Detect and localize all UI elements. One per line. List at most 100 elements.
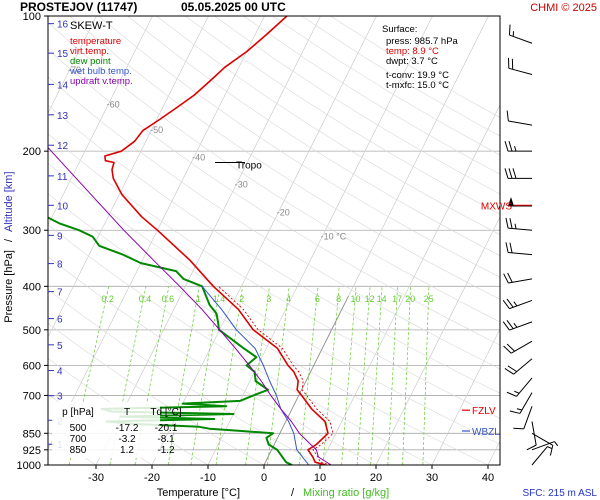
- mixing-ratio-line: [422, 286, 430, 465]
- dry-adiabat-line: [48, 104, 500, 394]
- isotherm-line: [544, 16, 600, 465]
- altitude-tick-label: 10: [57, 201, 69, 212]
- wind-barb: [503, 340, 533, 354]
- wind-barb-flag: [506, 343, 516, 352]
- pressure-tick-label: 200: [23, 146, 41, 158]
- altitude-tick-label: 9: [57, 231, 63, 242]
- mixing-ratio-label: 2: [239, 294, 244, 304]
- wind-barb: [504, 168, 532, 179]
- wind-barb: [531, 446, 553, 466]
- isotherm-label: -10 °C: [321, 232, 347, 242]
- chart-title: SKEW-T: [70, 20, 113, 32]
- wind-barb: [506, 377, 533, 397]
- temperature-tick-label: -20: [144, 472, 160, 484]
- mixing-ratio-label: 12: [365, 294, 375, 304]
- levels-table-cell: -20.1: [155, 423, 178, 434]
- wind-barb-pennant: [508, 197, 514, 207]
- series-temperature-line: [104, 16, 329, 465]
- mixing-ratio-line: [190, 286, 221, 465]
- wind-barb-half-flag: [514, 223, 517, 229]
- wind-barb-flag: [509, 242, 513, 253]
- mixing-ratio-label: 17: [392, 294, 402, 304]
- levels-table-cell: 850: [70, 445, 87, 456]
- surface-press: press: 985.7 hPa: [386, 36, 459, 47]
- pressure-tick-label: 500: [23, 325, 41, 337]
- series-wet-bulb-line: [201, 285, 310, 465]
- isotherm-label: -30: [235, 180, 248, 190]
- wind-barb-half-flag: [547, 446, 553, 450]
- altitude-tick-label: 3: [57, 392, 63, 403]
- mixing-ratio-line: [167, 286, 200, 465]
- mixing-ratio-line: [267, 286, 290, 465]
- isotherm-line: [319, 104, 500, 465]
- wind-barb: [531, 432, 554, 456]
- pressure-tick-label: 400: [23, 281, 41, 293]
- wind-barb-flag: [505, 217, 509, 229]
- series-dew-point-line: [48, 216, 293, 465]
- levels-table-cell: -3.2: [118, 434, 136, 445]
- wbzl-label: WBZL: [472, 427, 500, 438]
- temperature-tick-label: 40: [482, 472, 494, 484]
- mixing-ratio-label: 0.6: [162, 294, 175, 304]
- wind-barb: [502, 320, 533, 331]
- wind-barb-flag: [504, 368, 514, 375]
- wind-barb-staff: [531, 446, 548, 466]
- wind-barb-half-flag: [514, 146, 517, 152]
- sounding-datetime: 05.05.2025 00 UTC: [181, 0, 286, 14]
- dry-adiabat-line: [127, 16, 500, 257]
- dry-adiabat-line: [48, 76, 500, 370]
- dry-adiabat-line: [48, 22, 500, 323]
- wind-barb-half-flag: [554, 441, 559, 447]
- wind-barb-flag: [526, 444, 537, 451]
- levels-table: p [hPa] T Td [°C] 500 -17.2 -20.1 700 -3.2 -8.1 8…: [52, 402, 182, 458]
- wind-barb-flag: [509, 218, 513, 229]
- mixing-ratio-axis-label: Mixing ratio [g/kg]: [303, 487, 389, 499]
- surface-info: Surface: press: 985.7 hPa temp: 8.9 °C d…: [382, 24, 459, 91]
- wind-barb-half-flag: [514, 390, 520, 394]
- tropopause-label: Tropo: [236, 161, 262, 172]
- pressure-tick-label: 300: [23, 225, 41, 237]
- wind-barbs: [502, 24, 559, 466]
- levels-table-header: p [hPa]: [62, 407, 94, 418]
- surface-tconv: t-conv: 19.9 °C: [386, 70, 449, 81]
- axes: 1002003004005006007008509251000123456789…: [17, 11, 501, 484]
- wind-barb-flag: [506, 320, 514, 330]
- isotherm-line: [431, 328, 500, 465]
- levels-table-background: [52, 402, 160, 458]
- mixing-ratio-label: 0.4: [139, 294, 152, 304]
- pressure-tick-label: 700: [23, 390, 41, 402]
- temperature-tick-label: 0: [261, 472, 267, 484]
- wind-barb-flag: [508, 141, 513, 152]
- isotherm-label: -20: [277, 207, 290, 217]
- wind-barb: [508, 24, 533, 44]
- altitude-tick-label: 8: [57, 260, 63, 271]
- fzlv-label: FZLV: [472, 406, 496, 417]
- wind-barb-flag: [507, 365, 517, 373]
- isotherm-line: [95, 16, 321, 465]
- altitude-tick-label: 14: [57, 80, 69, 91]
- wind-barb-flag: [502, 299, 510, 309]
- legend-entry: wet bulb temp.: [69, 66, 132, 77]
- legend-entry: dew point: [70, 56, 111, 67]
- wind-barb-staff: [510, 340, 533, 354]
- mixing-ratio-label: 1: [196, 294, 201, 304]
- legend-entry: updraft v.temp.: [70, 76, 133, 87]
- mixing-ratio-line: [402, 286, 411, 465]
- wind-barb: [505, 217, 533, 231]
- dry-adiabat-line: [48, 162, 500, 445]
- legend-entry: temperature: [70, 36, 121, 47]
- temperature-tick-label: -10: [200, 472, 216, 484]
- wind-barb-flag: [506, 391, 517, 397]
- y-axis-separator: /: [3, 238, 15, 242]
- mixing-ratio-label: 3: [266, 294, 271, 304]
- levels-table-cell: -8.1: [157, 434, 175, 445]
- isotherm-label: -50: [150, 125, 163, 135]
- levels-table-cell: -17.2: [116, 423, 139, 434]
- wind-barb-flag: [504, 141, 509, 152]
- wind-barb-half-flag: [516, 408, 523, 411]
- wind-barb-flag: [504, 168, 509, 179]
- wind-barb-staff: [531, 421, 537, 446]
- wind-barb: [508, 57, 533, 76]
- wind-barb-flag: [502, 321, 510, 331]
- isotherm-label: -40: [192, 153, 205, 163]
